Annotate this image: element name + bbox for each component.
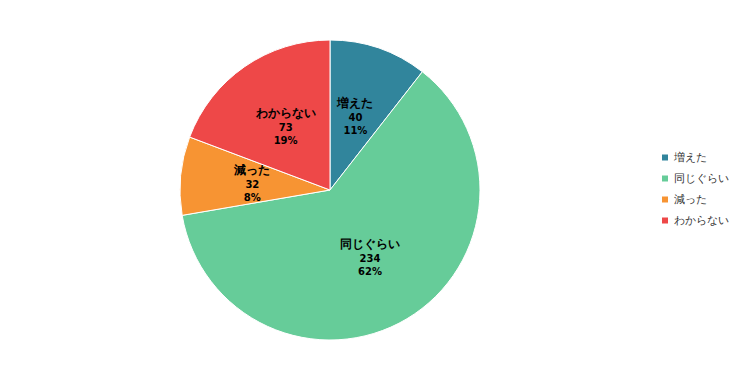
svg-text:234: 234	[360, 253, 381, 264]
svg-text:わからない: わからない	[255, 106, 316, 120]
svg-text:32: 32	[245, 179, 259, 190]
svg-text:73: 73	[279, 122, 293, 133]
svg-text:40: 40	[348, 112, 362, 123]
svg-text:19%: 19%	[274, 135, 298, 146]
svg-text:増えた: 増えた	[336, 96, 373, 110]
svg-text:減った: 減った	[674, 193, 707, 206]
svg-text:増えた: 増えた	[673, 151, 707, 164]
svg-text:同じぐらい: 同じぐらい	[674, 172, 729, 185]
svg-text:減った: 減った	[233, 163, 270, 177]
svg-text:11%: 11%	[343, 125, 367, 136]
svg-text:8%: 8%	[244, 192, 261, 203]
svg-text:同じぐらい: 同じぐらい	[340, 237, 400, 251]
svg-text:わからない: わからない	[674, 214, 729, 227]
svg-text:62%: 62%	[358, 266, 382, 277]
